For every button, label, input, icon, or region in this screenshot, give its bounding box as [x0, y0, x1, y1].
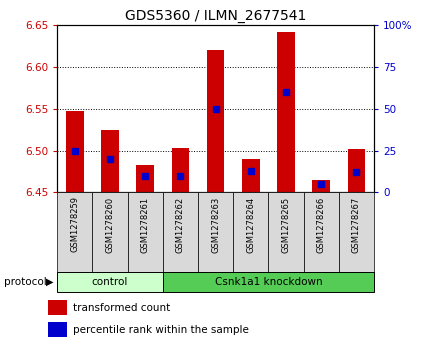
FancyBboxPatch shape: [198, 192, 233, 272]
Text: percentile rank within the sample: percentile rank within the sample: [73, 325, 249, 335]
Bar: [101, 130, 119, 192]
FancyBboxPatch shape: [233, 192, 268, 272]
Text: transformed count: transformed count: [73, 303, 171, 313]
Title: GDS5360 / ILMN_2677541: GDS5360 / ILMN_2677541: [125, 9, 306, 23]
Bar: [172, 148, 189, 192]
Text: GSM1278260: GSM1278260: [106, 196, 114, 253]
Text: Csnk1a1 knockdown: Csnk1a1 knockdown: [215, 277, 322, 287]
Text: control: control: [92, 277, 128, 287]
FancyBboxPatch shape: [163, 272, 374, 292]
Bar: [48, 300, 67, 315]
FancyBboxPatch shape: [92, 192, 128, 272]
Text: GSM1278265: GSM1278265: [282, 196, 290, 253]
Bar: [277, 32, 295, 192]
Text: GSM1278262: GSM1278262: [176, 196, 185, 253]
FancyBboxPatch shape: [57, 272, 163, 292]
Text: GSM1278267: GSM1278267: [352, 196, 361, 253]
Bar: [66, 111, 84, 192]
FancyBboxPatch shape: [163, 192, 198, 272]
Text: GSM1278264: GSM1278264: [246, 196, 255, 253]
FancyBboxPatch shape: [268, 192, 304, 272]
Bar: [242, 159, 260, 192]
Text: protocol: protocol: [4, 277, 47, 287]
FancyBboxPatch shape: [304, 192, 339, 272]
FancyBboxPatch shape: [128, 192, 163, 272]
Text: GSM1278261: GSM1278261: [141, 196, 150, 253]
Text: ▶: ▶: [46, 277, 54, 287]
Text: GSM1278259: GSM1278259: [70, 196, 79, 252]
Bar: [207, 50, 224, 192]
Bar: [348, 149, 365, 192]
Bar: [136, 165, 154, 192]
Text: GSM1278263: GSM1278263: [211, 196, 220, 253]
Bar: [312, 180, 330, 192]
Bar: [48, 322, 67, 337]
FancyBboxPatch shape: [57, 192, 92, 272]
FancyBboxPatch shape: [339, 192, 374, 272]
Text: GSM1278266: GSM1278266: [317, 196, 326, 253]
